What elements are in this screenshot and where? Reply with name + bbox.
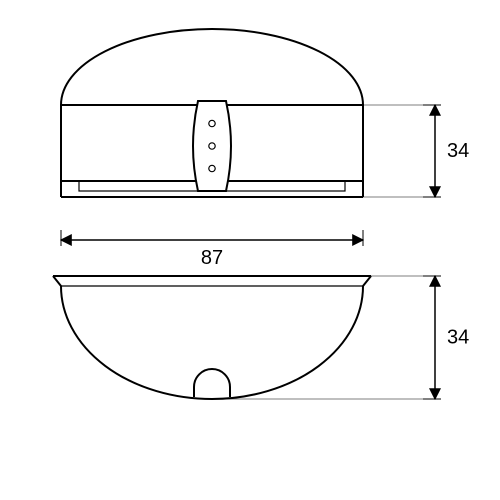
technical-drawing: 34 87 34 — [0, 0, 500, 500]
bottom-view — [53, 276, 371, 399]
dimensions: 34 87 34 — [61, 105, 469, 399]
dim-label: 34 — [447, 327, 469, 349]
front-view — [61, 29, 363, 197]
dim-label: 87 — [201, 247, 223, 269]
dim-label: 34 — [447, 140, 469, 162]
